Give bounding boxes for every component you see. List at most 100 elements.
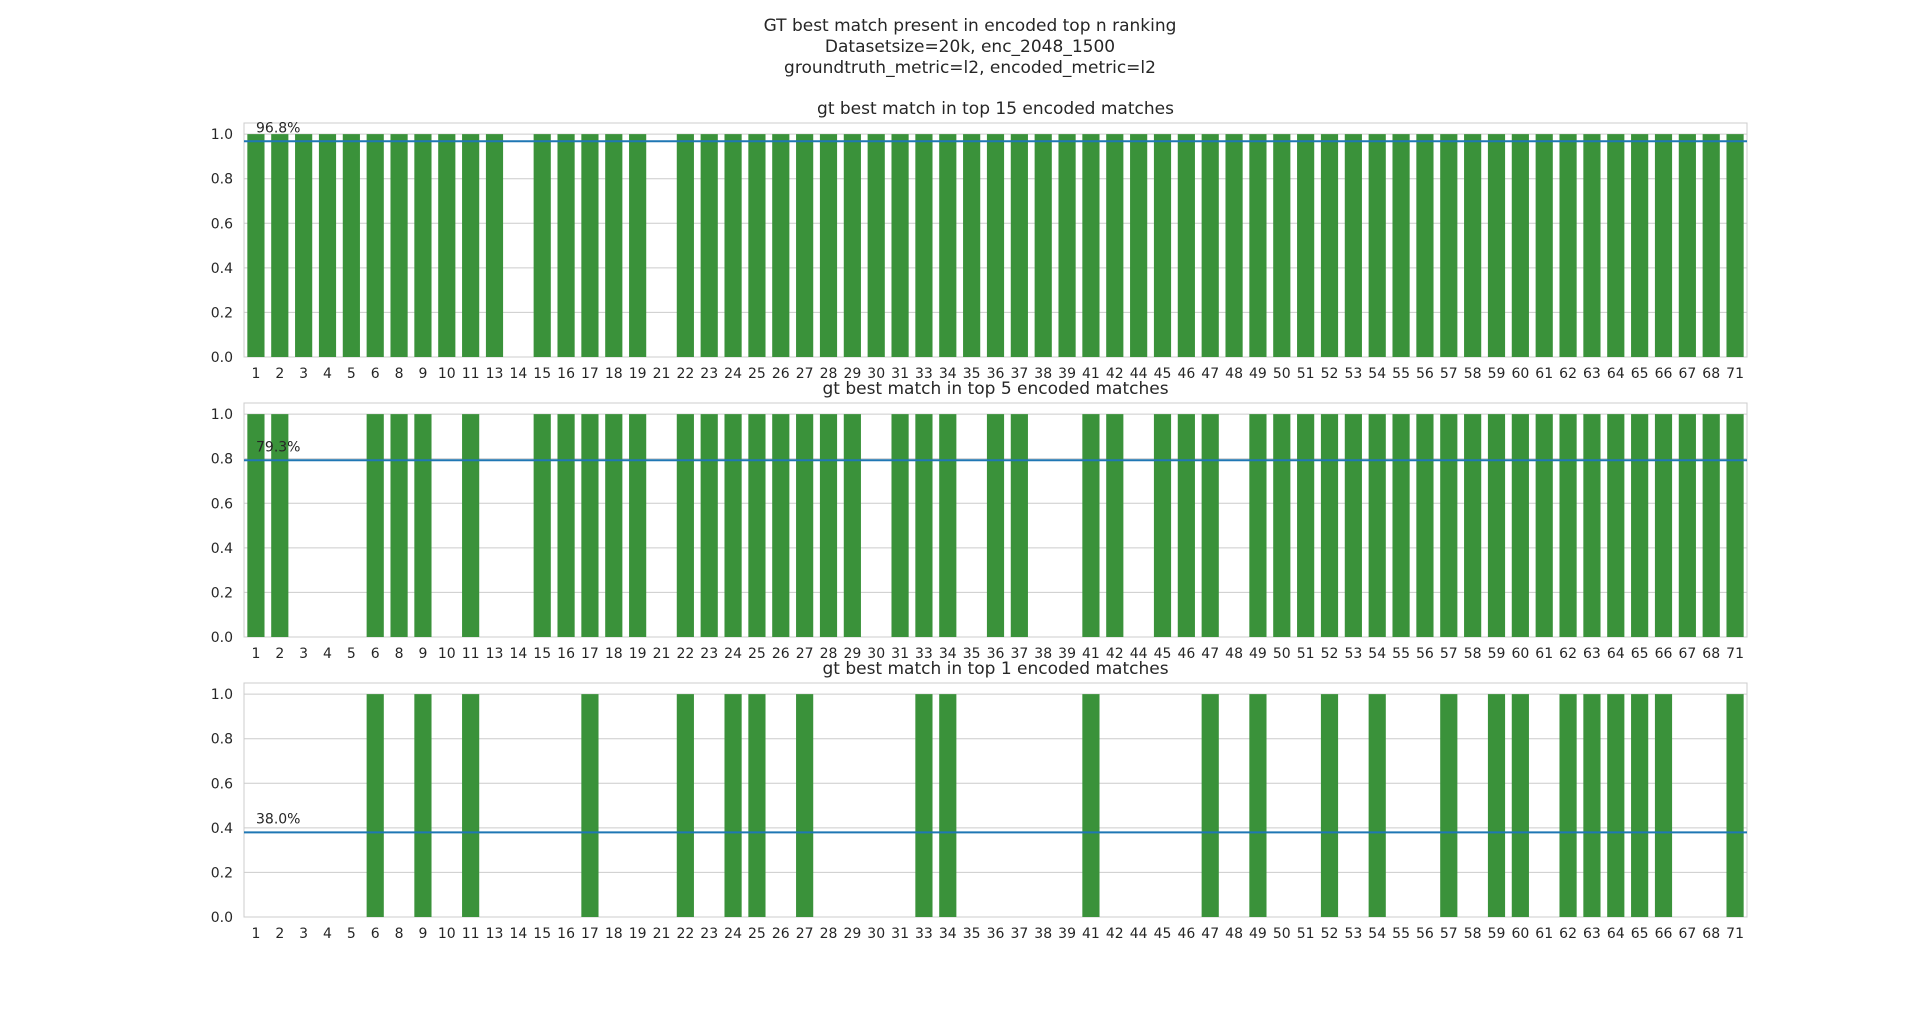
x-tick-label: 61	[1535, 646, 1553, 662]
x-tick-label: 23	[700, 646, 718, 662]
x-tick-label: 5	[347, 926, 356, 942]
x-tick-label: 35	[963, 926, 981, 942]
bar	[414, 694, 432, 917]
x-tick-label: 61	[1535, 926, 1553, 942]
bar	[1320, 134, 1339, 357]
bar	[1273, 134, 1291, 357]
bar	[1654, 414, 1673, 637]
x-tick-label: 31	[891, 366, 909, 382]
x-tick-label: 44	[1130, 926, 1148, 942]
bar	[1535, 414, 1553, 637]
x-tick-label: 56	[1416, 646, 1434, 662]
bar	[1130, 134, 1148, 357]
bar	[843, 414, 861, 637]
bar	[366, 694, 384, 917]
bar	[533, 134, 551, 357]
bar	[676, 134, 694, 357]
bar	[748, 414, 766, 637]
x-tick-label: 38	[1034, 926, 1052, 942]
x-tick-label: 57	[1440, 646, 1458, 662]
x-tick-label: 54	[1368, 926, 1386, 942]
bar	[1654, 694, 1673, 917]
suptitle-line-1: GT best match present in encoded top n r…	[763, 16, 1177, 36]
bar	[700, 134, 718, 357]
bar	[1034, 134, 1052, 357]
x-tick-label: 67	[1678, 646, 1696, 662]
x-tick-label: 26	[772, 646, 790, 662]
bar	[1106, 134, 1124, 357]
bar	[796, 694, 814, 917]
x-tick-label: 1	[251, 366, 260, 382]
x-tick-label: 65	[1631, 366, 1649, 382]
x-tick-label: 35	[963, 366, 981, 382]
x-tick-label: 46	[1177, 646, 1195, 662]
x-tick-label: 64	[1607, 646, 1625, 662]
bar	[1201, 694, 1219, 917]
x-tick-label: 13	[486, 366, 504, 382]
bar	[390, 414, 408, 637]
x-tick-label: 56	[1416, 926, 1434, 942]
bar	[772, 134, 790, 357]
x-tick-label: 28	[820, 646, 838, 662]
x-tick-label: 57	[1440, 926, 1458, 942]
x-tick-label: 64	[1607, 926, 1625, 942]
x-tick-label: 28	[820, 366, 838, 382]
x-tick-label: 54	[1368, 646, 1386, 662]
bar	[271, 134, 289, 357]
bar	[462, 694, 480, 917]
x-tick-label: 59	[1488, 646, 1506, 662]
x-tick-label: 19	[629, 926, 647, 942]
bar	[605, 134, 623, 357]
bar	[581, 694, 599, 917]
x-tick-label: 24	[724, 646, 742, 662]
x-tick-label: 28	[820, 926, 838, 942]
x-tick-label: 48	[1225, 926, 1243, 942]
x-tick-label: 44	[1130, 366, 1148, 382]
bar	[390, 134, 408, 357]
bar	[1511, 134, 1529, 357]
x-tick-label: 1	[251, 926, 260, 942]
x-tick-label: 55	[1392, 366, 1410, 382]
bar	[247, 414, 265, 637]
bar	[1058, 134, 1076, 357]
bar	[724, 694, 742, 917]
x-tick-label: 71	[1726, 366, 1744, 382]
bar	[772, 414, 790, 637]
x-tick-label: 47	[1201, 926, 1219, 942]
bar	[939, 694, 957, 917]
x-tick-label: 11	[462, 366, 480, 382]
bar	[1320, 414, 1339, 637]
bar	[342, 134, 360, 357]
x-tick-label: 37	[1010, 366, 1028, 382]
bar	[676, 694, 694, 917]
bar	[271, 414, 289, 637]
x-tick-label: 31	[891, 926, 909, 942]
bar	[748, 694, 766, 917]
bar	[915, 694, 933, 917]
x-tick-label: 23	[700, 366, 718, 382]
bar	[1678, 414, 1696, 637]
bar	[1225, 134, 1243, 357]
x-tick-label: 58	[1464, 366, 1482, 382]
x-tick-label: 27	[796, 646, 814, 662]
x-tick-label: 22	[676, 646, 694, 662]
bar	[1654, 134, 1673, 357]
x-tick-label: 42	[1106, 366, 1124, 382]
x-tick-label: 48	[1225, 646, 1243, 662]
bar	[1153, 414, 1172, 637]
x-tick-label: 52	[1321, 646, 1339, 662]
x-tick-label: 4	[323, 366, 332, 382]
bar	[1082, 414, 1100, 637]
x-tick-label: 55	[1392, 926, 1410, 942]
bar	[1082, 694, 1100, 917]
x-tick-label: 8	[395, 926, 404, 942]
x-tick-label: 51	[1297, 646, 1315, 662]
x-tick-label: 39	[1058, 646, 1076, 662]
x-tick-label: 57	[1440, 366, 1458, 382]
x-tick-label: 6	[371, 926, 380, 942]
bar	[1487, 694, 1506, 917]
x-tick-label: 38	[1034, 366, 1052, 382]
x-tick-label: 41	[1082, 926, 1100, 942]
x-tick-label: 45	[1154, 366, 1172, 382]
